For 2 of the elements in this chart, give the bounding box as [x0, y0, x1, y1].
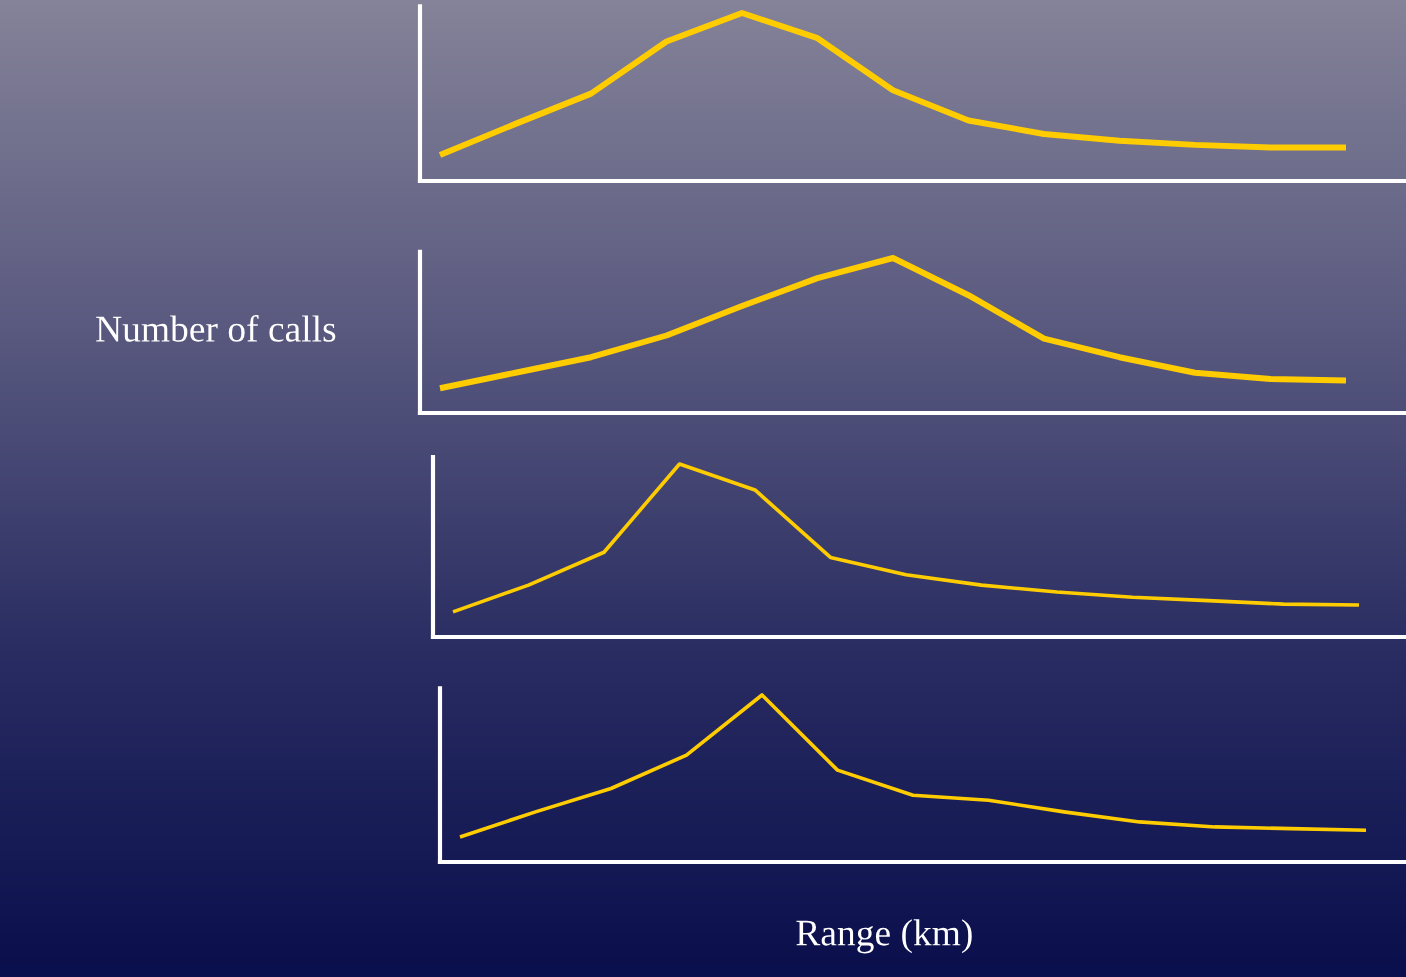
x-axis-title: Range (km): [796, 919, 972, 954]
y-axis-title: Number of calls: [96, 315, 336, 342]
